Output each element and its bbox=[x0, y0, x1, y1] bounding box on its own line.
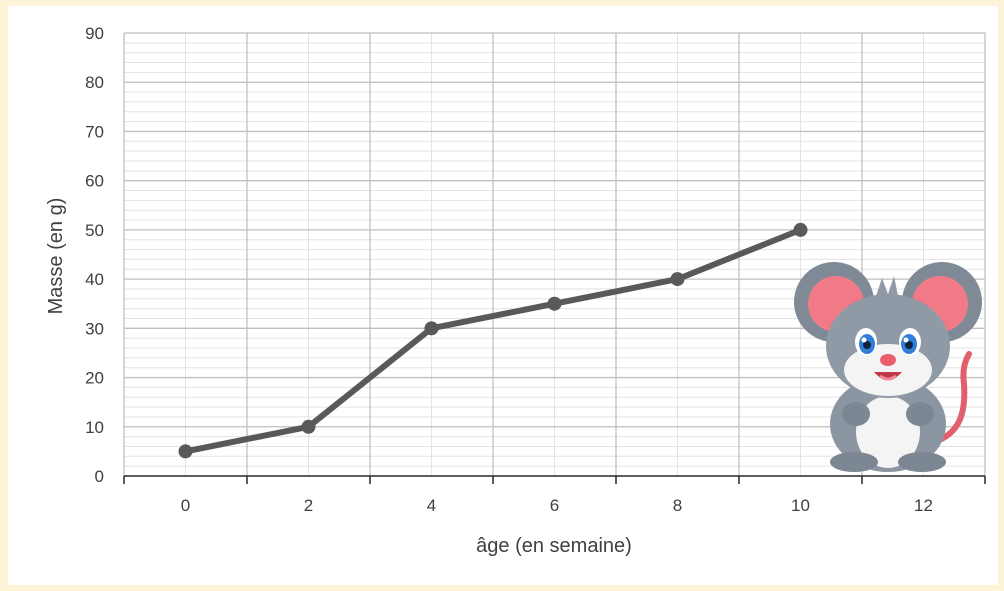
y-tick-label: 40 bbox=[85, 270, 104, 289]
y-tick-label: 80 bbox=[85, 73, 104, 92]
y-tick-label: 50 bbox=[85, 221, 104, 240]
x-tick-label: 0 bbox=[181, 496, 190, 515]
x-tick-label: 10 bbox=[791, 496, 810, 515]
axes bbox=[123, 475, 986, 484]
data-series bbox=[178, 222, 808, 459]
data-point bbox=[424, 321, 439, 336]
data-point bbox=[670, 272, 685, 287]
data-point bbox=[178, 444, 193, 459]
mouse-illustration bbox=[794, 262, 982, 472]
chart-panel: 0 10 20 30 40 50 60 70 80 90 0 2 4 6 8 10 12 âge (en se… bbox=[8, 6, 998, 585]
x-tick-label: 2 bbox=[304, 496, 313, 515]
x-axis-title: âge (en semaine) bbox=[476, 535, 632, 557]
y-axis-title: Masse (en g) bbox=[45, 198, 67, 315]
y-tick-label: 10 bbox=[85, 418, 104, 437]
y-tick-label: 30 bbox=[85, 319, 104, 338]
x-tick-label: 8 bbox=[673, 496, 682, 515]
x-tick-label: 4 bbox=[427, 496, 436, 515]
x-tick-labels: 0 2 4 6 8 10 12 bbox=[181, 496, 933, 515]
series-line bbox=[182, 226, 804, 455]
line-chart: 0 10 20 30 40 50 60 70 80 90 0 2 4 6 8 10 12 âge (en se… bbox=[45, 24, 986, 557]
x-tick-label: 12 bbox=[914, 496, 933, 515]
data-point bbox=[793, 222, 808, 237]
x-tick-label: 6 bbox=[550, 496, 559, 515]
y-tick-label: 20 bbox=[85, 369, 104, 388]
data-point bbox=[301, 419, 316, 434]
y-tick-label: 70 bbox=[85, 122, 104, 141]
y-tick-label: 0 bbox=[95, 467, 104, 486]
y-tick-label: 90 bbox=[85, 24, 104, 43]
y-tick-label: 60 bbox=[85, 172, 104, 191]
data-point bbox=[547, 296, 562, 311]
y-tick-labels: 0 10 20 30 40 50 60 70 80 90 bbox=[85, 24, 104, 486]
